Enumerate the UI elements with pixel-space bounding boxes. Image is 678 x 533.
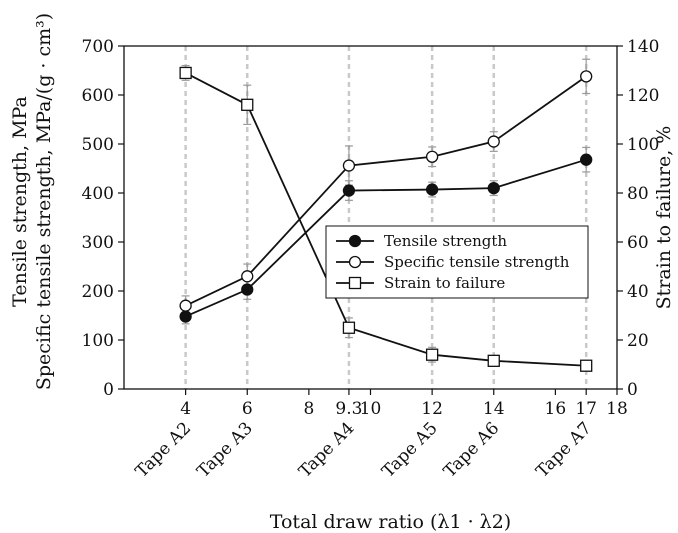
legend-marker-tensile-strength bbox=[348, 234, 362, 248]
point-specific-tensile-strength-6 bbox=[580, 70, 593, 83]
x-tick-label-17: 17 bbox=[575, 399, 597, 419]
point-specific-tensile-strength-4 bbox=[425, 150, 439, 163]
plot-frame bbox=[123, 45, 618, 390]
y-right-tick-label-140: 140 bbox=[627, 37, 659, 57]
point-strain-to-failure-2 bbox=[241, 98, 254, 111]
series-line-specific-tensile-strength bbox=[185, 75, 587, 307]
y-left-tick-label-500: 500 bbox=[82, 135, 114, 155]
y-left-tick-label-700: 700 bbox=[82, 37, 114, 57]
point-strain-to-failure-1 bbox=[179, 66, 192, 80]
y-right-tick-label-60: 60 bbox=[627, 233, 649, 253]
x-tick-label-16: 16 bbox=[545, 399, 567, 419]
point-tensile-strength-3 bbox=[342, 184, 356, 197]
y-left-tick-label-300: 300 bbox=[82, 233, 114, 253]
series-markers bbox=[179, 66, 593, 372]
legend-marker-strain-to-failure bbox=[348, 276, 362, 290]
y-axis-label-right: Strain to failure, % bbox=[653, 126, 675, 310]
y-axis-label-left-line1: Tensile strength, MPa bbox=[9, 96, 31, 307]
point-specific-tensile-strength-5 bbox=[487, 135, 500, 148]
x-tick-label-6: 6 bbox=[242, 399, 253, 419]
point-strain-to-failure-5 bbox=[487, 354, 500, 367]
x-tick-label-14: 14 bbox=[483, 399, 505, 419]
y-right-tick-label-120: 120 bbox=[627, 86, 659, 106]
tick-labels: 4 6 8 9.310 12 14 16 17 180100200300400500600700… bbox=[82, 37, 660, 419]
point-strain-to-failure-4 bbox=[425, 348, 439, 361]
y-left-tick-label-600: 600 bbox=[82, 86, 114, 106]
legend-label-strain-to-failure: Strain to failure bbox=[384, 274, 505, 292]
point-strain-to-failure-3 bbox=[342, 321, 356, 334]
point-specific-tensile-strength-3 bbox=[342, 159, 356, 172]
legend-marker-specific-tensile-strength bbox=[348, 255, 362, 269]
axis-ticks bbox=[118, 45, 623, 395]
y-left-tick-label-0: 0 bbox=[103, 380, 114, 400]
sample-label-3: Tape A4 bbox=[295, 418, 358, 481]
sample-label-5: Tape A6 bbox=[440, 418, 503, 481]
sample-label-4: Tape A5 bbox=[378, 418, 441, 481]
point-specific-tensile-strength-1 bbox=[179, 299, 192, 312]
x-tick-label-18: 18 bbox=[606, 399, 628, 419]
x-tick-label-12: 12 bbox=[421, 399, 443, 419]
y-right-tick-label-20: 20 bbox=[627, 331, 649, 351]
point-tensile-strength-6 bbox=[580, 153, 593, 166]
legend-label-tensile-strength: Tensile strength bbox=[384, 232, 507, 250]
point-strain-to-failure-6 bbox=[580, 359, 593, 372]
y-axis-label-left-line2: Specific tensile strength, MPa/(g · cm³) bbox=[33, 13, 55, 390]
y-left-tick-label-400: 400 bbox=[82, 184, 114, 204]
legend: Tensile strength Specific tensile strengt… bbox=[325, 225, 589, 299]
y-right-tick-label-40: 40 bbox=[627, 282, 649, 302]
point-tensile-strength-4 bbox=[425, 183, 439, 196]
x-tick-label-8: 8 bbox=[303, 399, 314, 419]
y-right-tick-label-100: 100 bbox=[627, 135, 659, 155]
y-left-tick-label-200: 200 bbox=[82, 282, 114, 302]
y-right-tick-label-80: 80 bbox=[627, 184, 649, 204]
point-specific-tensile-strength-2 bbox=[241, 270, 254, 283]
legend-label-specific-tensile-strength: Specific tensile strength bbox=[384, 253, 570, 271]
point-tensile-strength-1 bbox=[179, 310, 192, 323]
x-axis-label: Total draw ratio (λ1 · λ2) bbox=[270, 511, 511, 533]
x-tick-label-9.3: 9.3 bbox=[335, 399, 362, 419]
sample-label-6: Tape A7 bbox=[532, 418, 595, 481]
point-tensile-strength-2 bbox=[241, 283, 254, 296]
sample-label-1: Tape A2 bbox=[132, 418, 195, 481]
point-tensile-strength-5 bbox=[487, 181, 500, 195]
series-lines bbox=[185, 72, 587, 367]
series-line-strain-to-failure bbox=[185, 72, 587, 367]
series-line-tensile-strength bbox=[185, 158, 587, 318]
y-left-tick-label-100: 100 bbox=[82, 331, 114, 351]
vertical-gridlines bbox=[184, 46, 588, 389]
sample-label-2: Tape A3 bbox=[193, 418, 256, 481]
y-right-tick-label-0: 0 bbox=[627, 380, 638, 400]
x-tick-label-10: 10 bbox=[360, 399, 382, 419]
x-tick-label-4: 4 bbox=[180, 399, 191, 419]
